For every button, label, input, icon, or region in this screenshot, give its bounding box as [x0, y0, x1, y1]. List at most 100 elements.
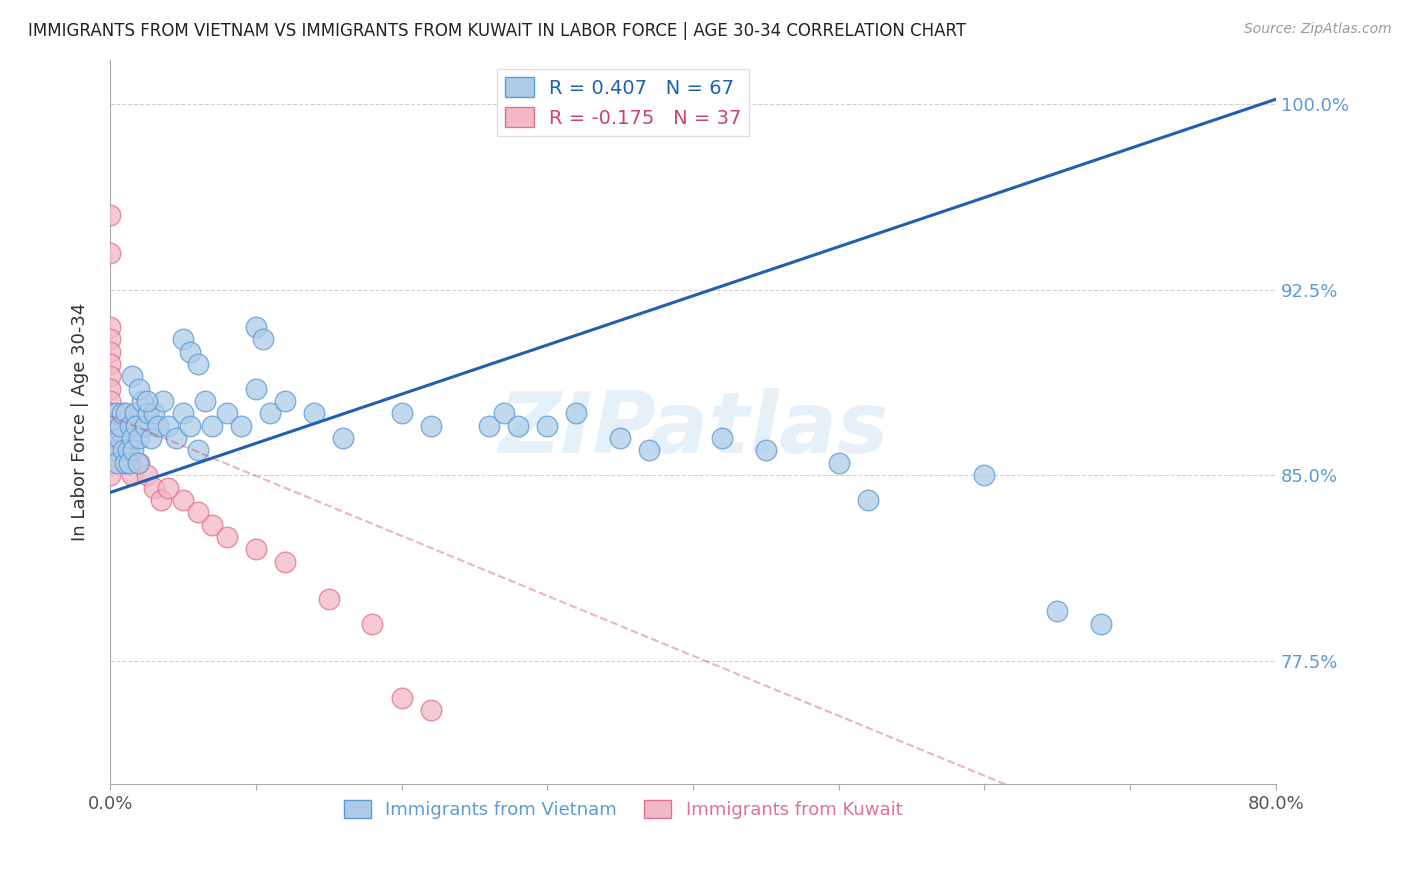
Point — [98, 406, 121, 420]
Point — [105, 431, 128, 445]
Point — [215, 530, 238, 544]
Point — [157, 481, 180, 495]
Point — [142, 481, 165, 495]
Point — [98, 456, 121, 470]
Legend: Immigrants from Vietnam, Immigrants from Kuwait: Immigrants from Vietnam, Immigrants from… — [336, 792, 910, 826]
Point — [172, 406, 194, 420]
Point — [252, 332, 274, 346]
Point — [508, 418, 530, 433]
Point — [98, 418, 121, 433]
Point — [186, 443, 208, 458]
Point — [179, 344, 201, 359]
Point — [231, 418, 253, 433]
Point — [115, 406, 138, 420]
Point — [318, 591, 340, 606]
Point — [110, 418, 132, 433]
Point — [245, 319, 267, 334]
Point — [121, 468, 143, 483]
Point — [124, 406, 146, 420]
Point — [245, 542, 267, 557]
Point — [128, 431, 150, 445]
Point — [478, 418, 501, 433]
Point — [134, 418, 156, 433]
Point — [150, 492, 173, 507]
Point — [711, 431, 734, 445]
Point — [179, 418, 201, 433]
Point — [215, 406, 238, 420]
Point — [117, 443, 139, 458]
Point — [104, 406, 127, 420]
Point — [201, 418, 224, 433]
Point — [828, 456, 851, 470]
Point — [157, 418, 180, 433]
Point — [98, 431, 121, 445]
Point — [259, 406, 281, 420]
Point — [152, 394, 174, 409]
Point — [146, 418, 169, 433]
Point — [609, 431, 631, 445]
Point — [856, 492, 879, 507]
Point — [103, 443, 125, 458]
Y-axis label: In Labor Force | Age 30-34: In Labor Force | Age 30-34 — [72, 302, 89, 541]
Point — [391, 406, 413, 420]
Point — [361, 616, 384, 631]
Point — [245, 382, 267, 396]
Point — [98, 468, 121, 483]
Point — [118, 456, 141, 470]
Point — [98, 357, 121, 371]
Point — [118, 456, 141, 470]
Point — [98, 332, 121, 346]
Point — [136, 406, 159, 420]
Point — [1046, 604, 1069, 618]
Point — [115, 443, 138, 458]
Point — [131, 394, 153, 409]
Point — [274, 555, 297, 569]
Point — [565, 104, 588, 119]
Point — [186, 357, 208, 371]
Point — [638, 443, 661, 458]
Point — [973, 468, 995, 483]
Point — [165, 431, 187, 445]
Point — [112, 443, 135, 458]
Point — [128, 456, 150, 470]
Point — [492, 406, 515, 420]
Point — [135, 394, 157, 409]
Point — [98, 344, 121, 359]
Point — [142, 406, 165, 420]
Point — [98, 245, 121, 260]
Point — [98, 394, 121, 409]
Point — [201, 517, 224, 532]
Point — [120, 418, 142, 433]
Point — [111, 406, 134, 420]
Point — [1090, 616, 1112, 631]
Point — [103, 418, 125, 433]
Point — [139, 431, 162, 445]
Point — [98, 443, 121, 458]
Point — [302, 406, 325, 420]
Point — [121, 431, 143, 445]
Text: IMMIGRANTS FROM VIETNAM VS IMMIGRANTS FROM KUWAIT IN LABOR FORCE | AGE 30-34 COR: IMMIGRANTS FROM VIETNAM VS IMMIGRANTS FR… — [28, 22, 966, 40]
Point — [391, 690, 413, 705]
Point — [194, 394, 217, 409]
Point — [274, 394, 297, 409]
Point — [536, 104, 558, 119]
Point — [110, 418, 132, 433]
Point — [551, 104, 574, 119]
Point — [755, 443, 778, 458]
Text: Source: ZipAtlas.com: Source: ZipAtlas.com — [1244, 22, 1392, 37]
Point — [108, 431, 131, 445]
Point — [135, 468, 157, 483]
Point — [172, 332, 194, 346]
Point — [98, 209, 121, 223]
Point — [536, 418, 558, 433]
Point — [419, 418, 441, 433]
Point — [172, 492, 194, 507]
Point — [114, 456, 136, 470]
Point — [112, 431, 135, 445]
Text: ZIPatlas: ZIPatlas — [498, 388, 889, 471]
Point — [122, 443, 145, 458]
Point — [186, 505, 208, 519]
Point — [98, 369, 121, 384]
Point — [101, 418, 124, 433]
Point — [125, 418, 148, 433]
